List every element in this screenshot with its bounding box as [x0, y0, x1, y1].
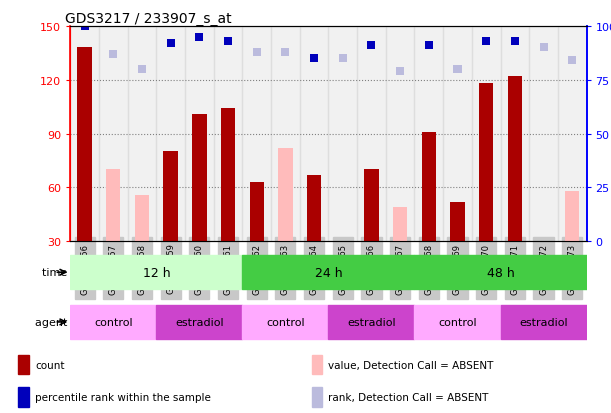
Bar: [164, 152, 178, 242]
Text: rank, Detection Call = ABSENT: rank, Detection Call = ABSENT: [328, 392, 489, 402]
Bar: [312, 355, 323, 375]
Text: estradiol: estradiol: [175, 317, 224, 327]
Text: 24 h: 24 h: [315, 266, 342, 279]
Bar: [249, 183, 264, 242]
Bar: [500, 306, 587, 339]
Bar: [472, 27, 500, 242]
Bar: [414, 256, 587, 289]
Bar: [386, 27, 414, 242]
Text: value, Detection Call = ABSENT: value, Detection Call = ABSENT: [328, 360, 494, 370]
Bar: [338, 55, 347, 63]
Bar: [357, 27, 386, 242]
Bar: [156, 306, 243, 339]
Text: percentile rank within the sample: percentile rank within the sample: [35, 392, 211, 402]
Text: estradiol: estradiol: [519, 317, 568, 327]
Bar: [329, 306, 414, 339]
Text: estradiol: estradiol: [347, 317, 396, 327]
Bar: [278, 149, 293, 242]
Bar: [396, 68, 404, 76]
Bar: [70, 27, 99, 242]
Bar: [221, 109, 235, 242]
Bar: [99, 27, 128, 242]
Bar: [508, 77, 522, 242]
Bar: [540, 44, 547, 52]
Bar: [425, 42, 433, 50]
Bar: [78, 48, 92, 242]
Bar: [135, 195, 149, 242]
Bar: [329, 27, 357, 242]
Text: agent: agent: [35, 317, 70, 327]
Text: control: control: [266, 317, 305, 327]
Bar: [300, 27, 329, 242]
Bar: [196, 33, 203, 42]
Bar: [18, 387, 29, 406]
Bar: [393, 208, 408, 242]
Bar: [307, 176, 321, 242]
Text: count: count: [35, 360, 65, 370]
Bar: [138, 66, 146, 74]
Text: control: control: [94, 317, 133, 327]
Bar: [414, 27, 443, 242]
Bar: [156, 27, 185, 242]
Bar: [192, 114, 207, 242]
Bar: [243, 256, 414, 289]
Bar: [422, 133, 436, 242]
Bar: [18, 355, 29, 375]
Bar: [106, 170, 120, 242]
Bar: [367, 42, 375, 50]
Bar: [109, 51, 117, 59]
Bar: [282, 49, 290, 57]
Bar: [568, 57, 576, 65]
Bar: [453, 66, 461, 74]
Bar: [253, 49, 261, 57]
Bar: [243, 27, 271, 242]
Bar: [167, 40, 175, 48]
Bar: [310, 55, 318, 63]
Bar: [529, 27, 558, 242]
Bar: [479, 84, 493, 242]
Bar: [511, 38, 519, 46]
Text: GDS3217 / 233907_s_at: GDS3217 / 233907_s_at: [65, 12, 232, 26]
Bar: [70, 306, 156, 339]
Bar: [214, 27, 243, 242]
Bar: [128, 27, 156, 242]
Text: control: control: [438, 317, 477, 327]
Bar: [565, 192, 579, 242]
Bar: [185, 27, 214, 242]
Text: 48 h: 48 h: [486, 266, 514, 279]
Bar: [364, 170, 379, 242]
Bar: [312, 387, 323, 406]
Bar: [271, 27, 300, 242]
Bar: [81, 23, 89, 31]
Bar: [443, 27, 472, 242]
Bar: [482, 38, 490, 46]
Bar: [500, 27, 529, 242]
Text: time: time: [42, 268, 70, 278]
Bar: [224, 38, 232, 46]
Bar: [558, 27, 587, 242]
Bar: [243, 306, 328, 339]
Bar: [414, 306, 500, 339]
Bar: [70, 256, 243, 289]
Bar: [450, 202, 464, 242]
Text: 12 h: 12 h: [142, 266, 170, 279]
